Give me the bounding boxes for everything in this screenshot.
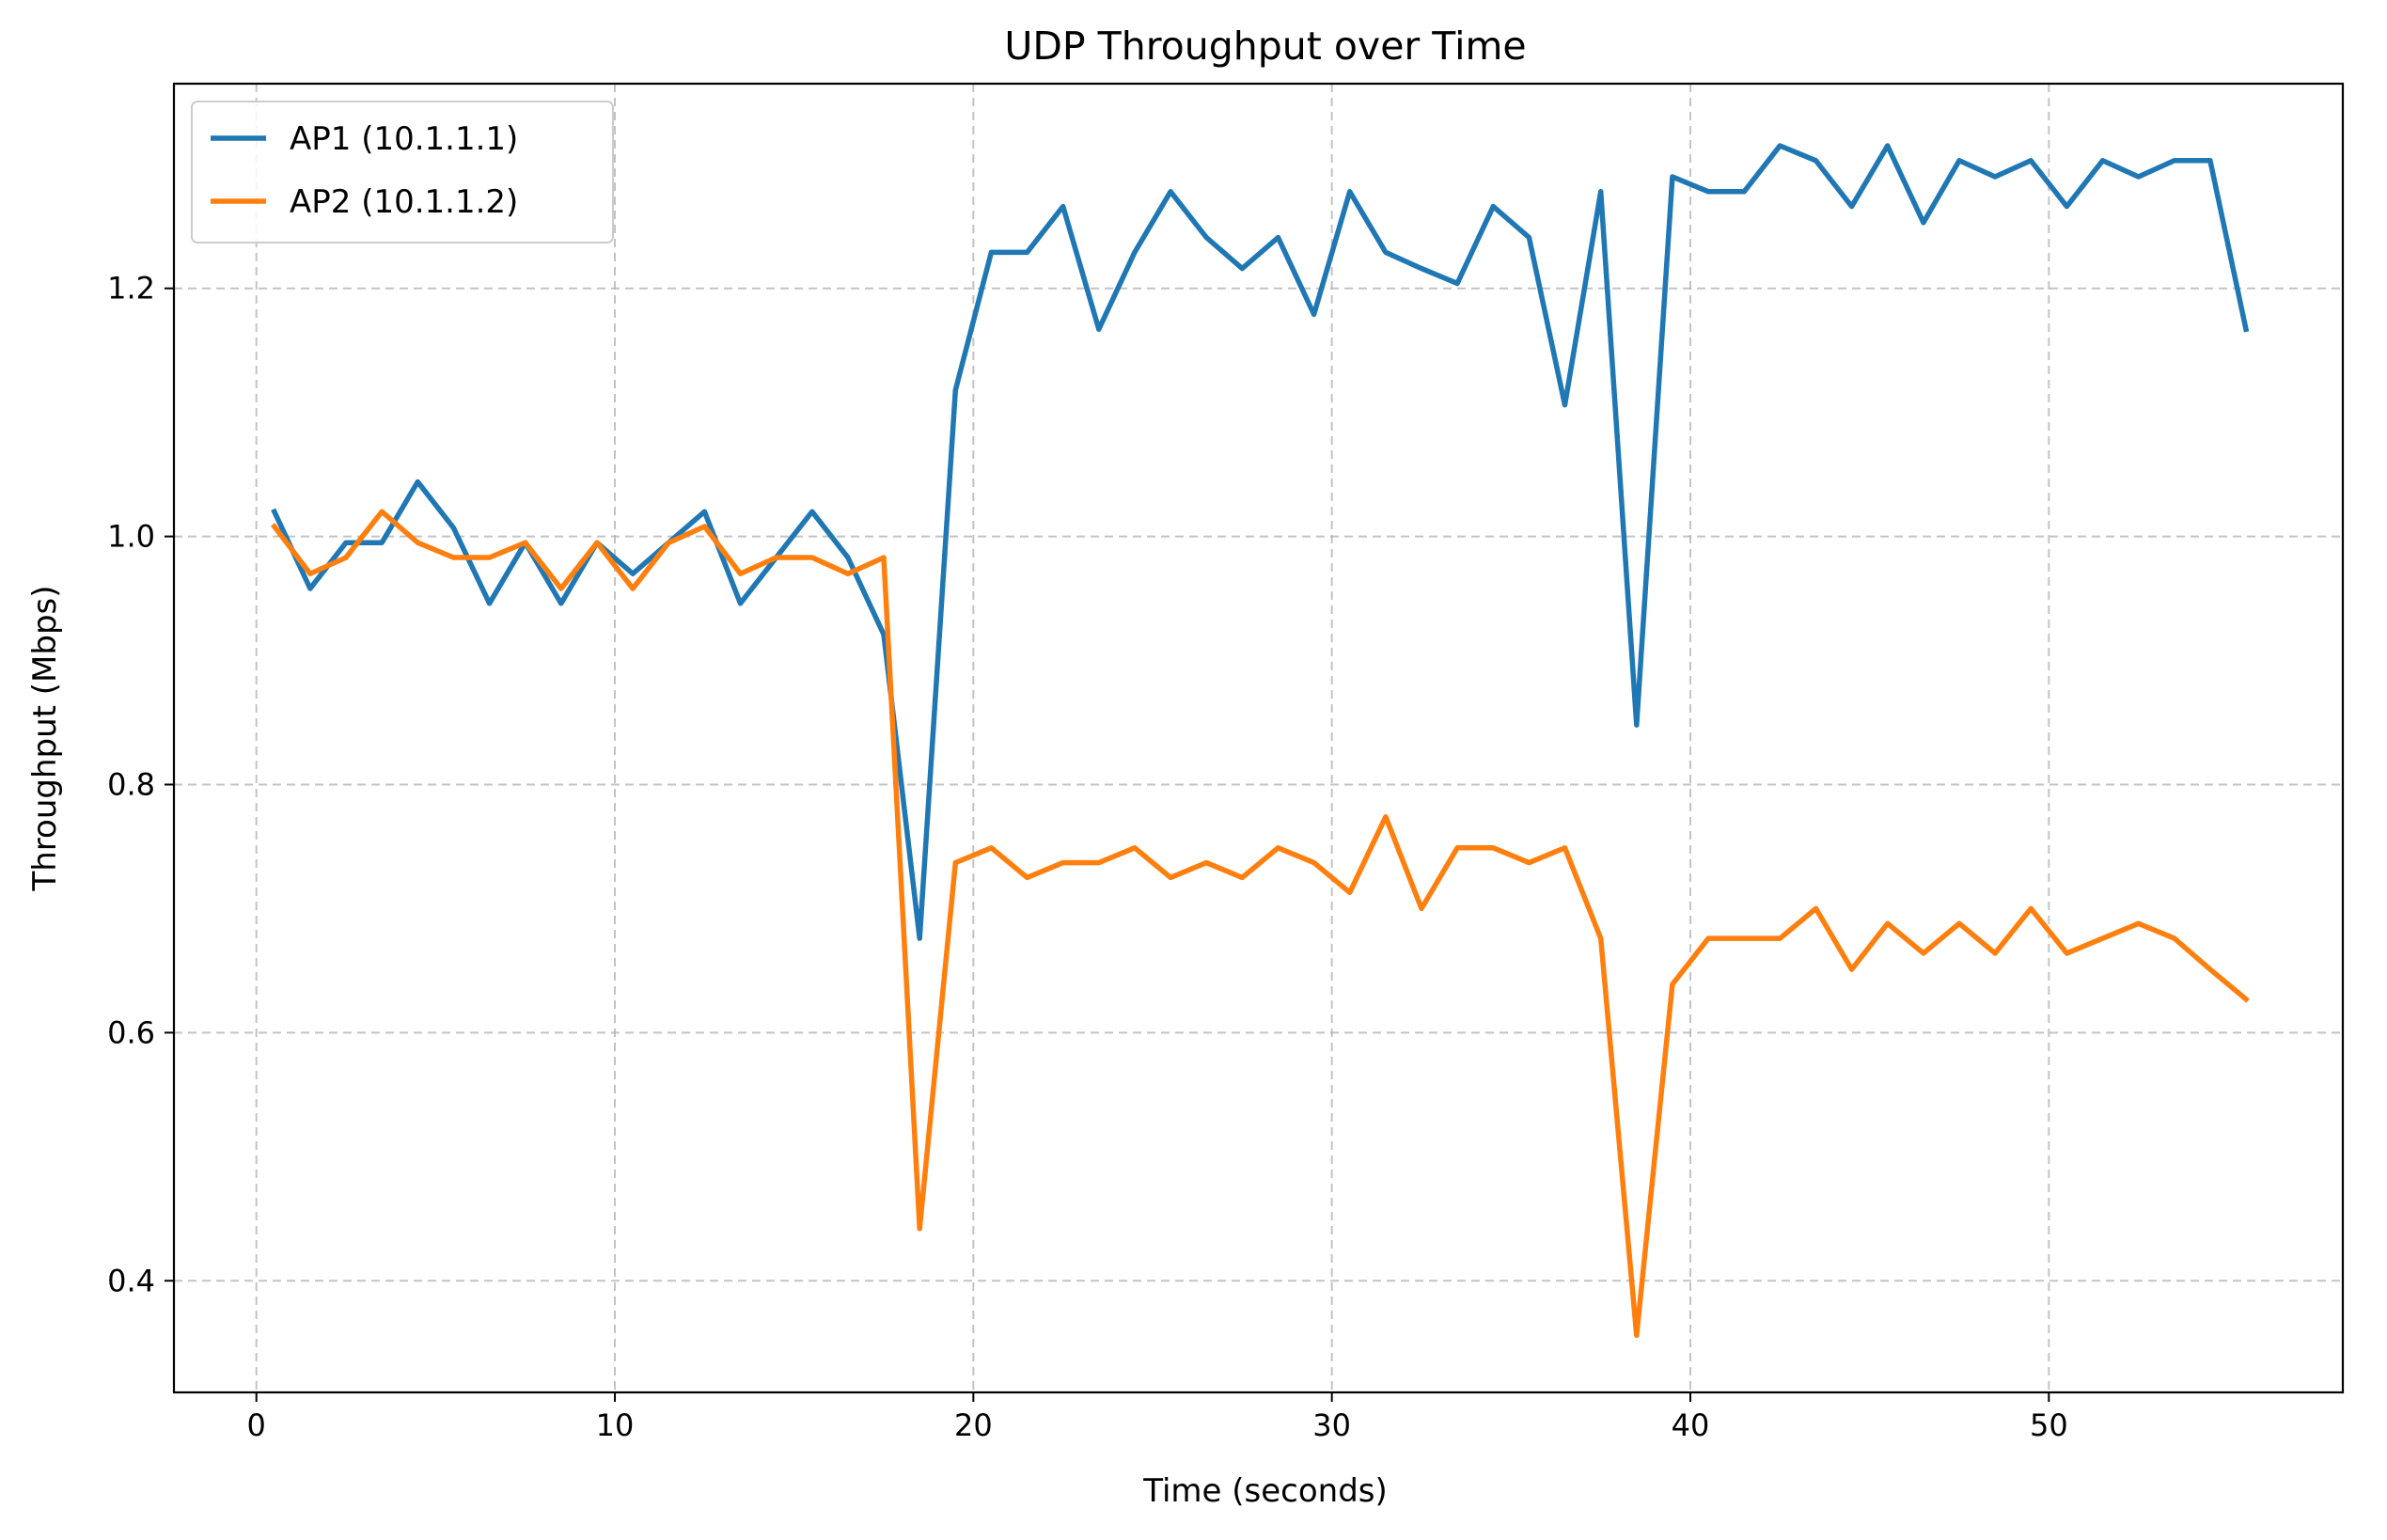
plot-frame: [172, 82, 2345, 1394]
y-tick-label: 0.6: [107, 1014, 155, 1050]
legend-label-1: AP1 (10.1.1.1): [290, 120, 518, 158]
y-axis-ticks: 0.4 0.6 0.8 1.0 1.2: [107, 271, 174, 1298]
y-tick-label: 1.2: [107, 271, 155, 306]
x-tick-label: 10: [596, 1407, 635, 1443]
legend: AP1 (10.1.1.1) AP2 (10.1.1.2): [191, 101, 614, 244]
series-line-2: [270, 509, 2250, 1339]
legend-box: [191, 101, 614, 244]
y-tick-label: 0.8: [107, 766, 155, 802]
y-tick-label: 0.4: [107, 1263, 155, 1298]
grid: [174, 84, 2343, 1392]
legend-label-2: AP2 (10.1.1.2): [290, 183, 518, 221]
x-tick-label: 50: [2030, 1407, 2068, 1443]
x-tick-label: 40: [1672, 1407, 1710, 1443]
series-lines: [270, 143, 2250, 1339]
x-tick-label: 20: [954, 1407, 993, 1443]
x-axis-ticks: 0 10 20 30 40 50: [247, 1392, 2068, 1443]
x-axis-label: Time (seconds): [1142, 1472, 1388, 1510]
y-tick-label: 1.0: [107, 519, 155, 555]
x-tick-label: 0: [247, 1407, 266, 1443]
chart-title: UDP Throughput over Time: [1004, 24, 1526, 69]
x-tick-label: 30: [1312, 1407, 1351, 1443]
y-axis-label: Throughput (Mbps): [26, 585, 64, 891]
